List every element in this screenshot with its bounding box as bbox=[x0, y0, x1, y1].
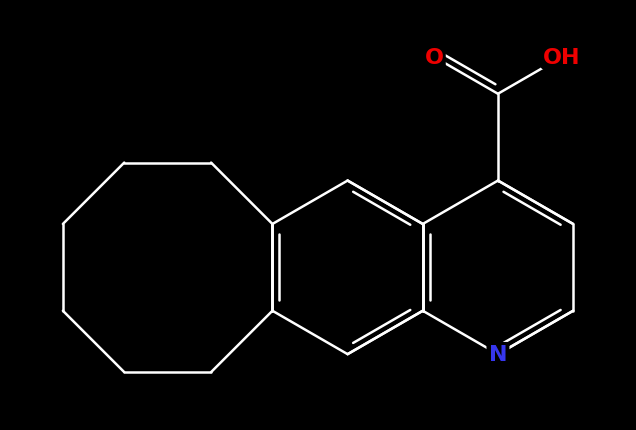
Text: O: O bbox=[425, 48, 443, 68]
Text: N: N bbox=[488, 344, 507, 364]
Text: OH: OH bbox=[543, 48, 581, 68]
